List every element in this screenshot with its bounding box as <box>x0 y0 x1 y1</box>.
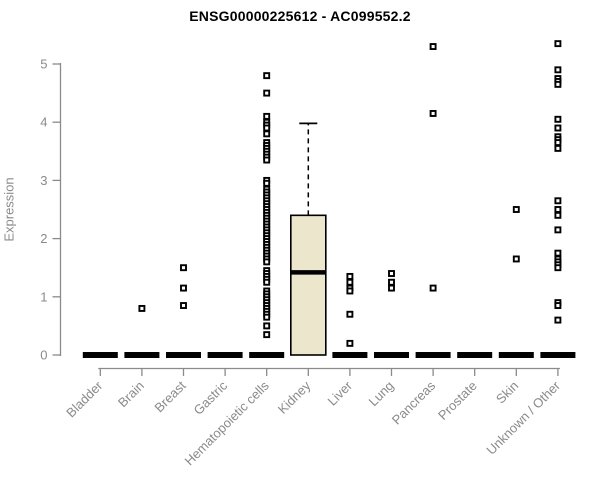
outlier-point-hematopoietic-cells <box>263 179 271 187</box>
outlier-point-skin <box>512 206 520 213</box>
chart-title: ENSG00000225612 - AC099552.2 <box>189 8 411 24</box>
outlier-point-lung <box>388 270 395 277</box>
x-tick-label-liver: Liver <box>324 378 355 409</box>
outlier-point-unknown-other <box>554 264 562 272</box>
outlier-point-unknown-other <box>554 139 562 147</box>
y-tick-label: 4 <box>40 115 47 130</box>
outlier-point-liver <box>346 287 354 295</box>
outlier-point-hematopoietic-cells <box>263 278 271 286</box>
collapsed-box-liver <box>332 352 368 358</box>
outlier-point-lung <box>388 284 395 292</box>
x-tick-label-breast: Breast <box>151 378 188 415</box>
x-tick-label-bladder: Bladder <box>63 378 106 421</box>
outlier-point-unknown-other <box>554 316 562 324</box>
outlier-point-hematopoietic-cells <box>263 258 271 266</box>
y-tick-label: 0 <box>40 348 47 363</box>
outlier-point-unknown-other <box>554 144 562 152</box>
outlier-point-unknown-other <box>554 124 562 132</box>
x-tick-label-lung: Lung <box>366 378 397 409</box>
collapsed-box-pancreas <box>415 352 451 358</box>
collapsed-box-bladder <box>82 352 118 358</box>
outlier-point-unknown-other <box>554 66 562 74</box>
x-tick-label-pancreas: Pancreas <box>389 378 439 428</box>
y-tick-label: 1 <box>40 289 47 304</box>
outlier-point-hematopoietic-cells <box>263 89 271 97</box>
outlier-point-unknown-other <box>554 197 562 205</box>
outlier-point-pancreas <box>429 43 437 50</box>
outlier-point-brain <box>138 304 146 312</box>
outlier-point-liver <box>346 310 354 318</box>
outlier-point-liver <box>346 339 354 347</box>
outlier-point-hematopoietic-cells <box>263 112 271 120</box>
outlier-point-unknown-other <box>554 302 562 309</box>
outlier-point-hematopoietic-cells <box>263 72 271 80</box>
y-tick-label: 2 <box>40 231 47 246</box>
outlier-point-unknown-other <box>554 226 562 234</box>
collapsed-box-lung <box>374 352 409 358</box>
outlier-point-breast <box>180 264 187 272</box>
outlier-point-hematopoietic-cells <box>263 331 271 339</box>
x-tick-label-brain: Brain <box>115 378 147 410</box>
outlier-point-unknown-other <box>554 80 562 88</box>
y-tick-label: 3 <box>40 173 47 188</box>
outlier-point-liver <box>346 278 354 286</box>
outlier-point-unknown-other <box>554 211 562 219</box>
outlier-point-hematopoietic-cells <box>263 130 271 138</box>
outlier-point-unknown-other <box>554 206 562 213</box>
outlier-point-unknown-other <box>554 115 562 123</box>
x-tick-label-gastric: Gastric <box>191 378 231 418</box>
outlier-point-pancreas <box>429 284 437 292</box>
outlier-point-liver <box>346 272 354 280</box>
outlier-point-pancreas <box>429 110 437 117</box>
x-tick-label-kidney: Kidney <box>275 378 314 417</box>
outlier-point-unknown-other <box>554 249 562 257</box>
outlier-point-breast <box>180 284 187 292</box>
outlier-point-hematopoietic-cells <box>263 313 271 321</box>
collapsed-box-unknown-other <box>540 352 576 358</box>
outlier-point-hematopoietic-cells <box>263 156 271 164</box>
collapsed-box-prostate <box>457 352 493 358</box>
outlier-point-unknown-other <box>554 40 562 48</box>
outlier-point-breast <box>180 302 187 309</box>
x-tick-label-unknown-other: Unknown / Other <box>483 378 563 458</box>
outlier-point-lung <box>388 278 395 286</box>
collapsed-box-breast <box>166 352 201 358</box>
outlier-point-hematopoietic-cells <box>263 124 271 132</box>
outlier-point-hematopoietic-cells <box>263 322 271 330</box>
collapsed-box-hematopoietic-cells <box>249 352 285 358</box>
x-tick-label-skin: Skin <box>493 378 521 406</box>
box-kidney <box>289 214 327 356</box>
collapsed-box-gastric <box>207 352 243 358</box>
collapsed-box-brain <box>124 352 160 358</box>
outlier-point-skin <box>512 255 520 263</box>
x-tick-label-prostate: Prostate <box>435 378 480 423</box>
collapsed-box-skin <box>498 352 534 358</box>
y-tick-label: 5 <box>40 57 47 72</box>
